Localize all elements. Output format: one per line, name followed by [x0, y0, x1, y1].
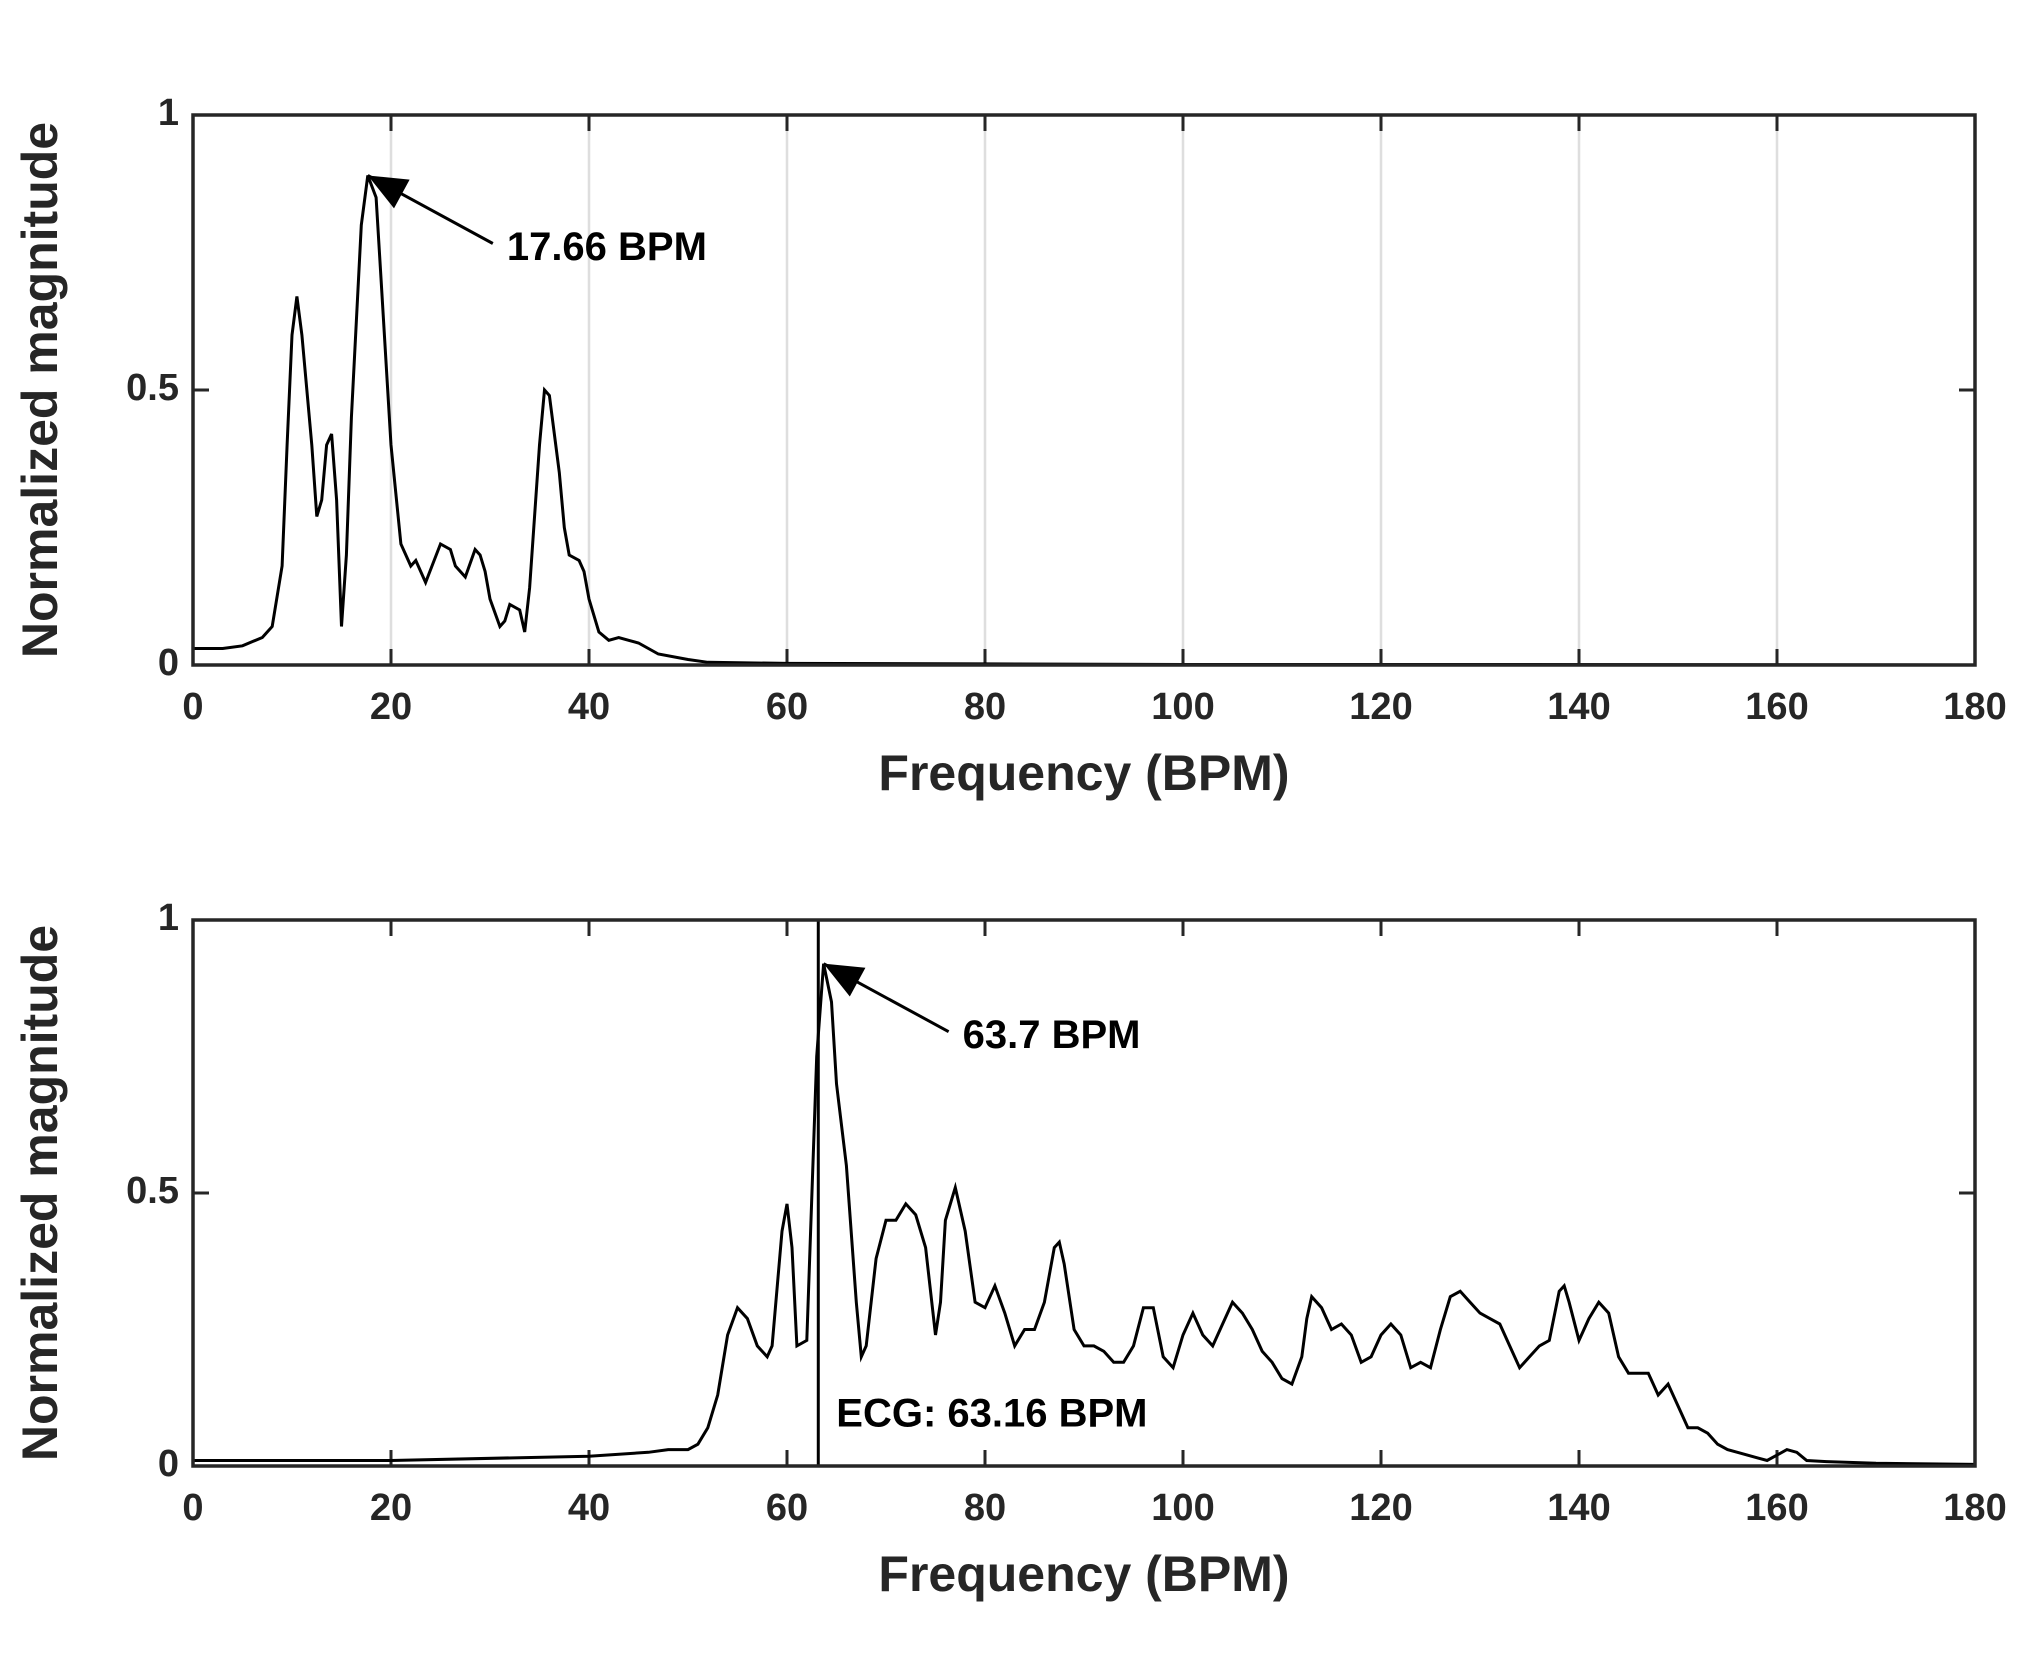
y-tick-label: 0.5: [126, 367, 179, 409]
y-axis-label: Normalized magnitude: [12, 925, 68, 1461]
x-tick-label: 180: [1943, 1487, 2006, 1529]
arrow-head: [823, 963, 866, 997]
y-tick-label: 1: [158, 897, 179, 939]
x-tick-label: 120: [1349, 686, 1412, 728]
axes: 0 20 40 60 80 100 120 140 160 180 0 0.5 1 17.66 BPM Fr…: [12, 92, 2007, 801]
spectrum-line: [193, 174, 1976, 667]
x-tick-label: 40: [568, 686, 610, 728]
x-axis-label: Frequency (BPM): [878, 745, 1289, 801]
x-tick-label: 80: [964, 1487, 1006, 1529]
x-tick-label: 140: [1547, 1487, 1610, 1529]
x-tick-label: 20: [370, 1487, 412, 1529]
x-tick-label: 80: [964, 686, 1006, 728]
arrow-head: [367, 175, 410, 209]
x-tick-label: 20: [370, 686, 412, 728]
reference-label: ECG: 63.16 BPM: [836, 1392, 1147, 1436]
x-tick-label: 160: [1745, 1487, 1808, 1529]
x-tick-label: 0: [182, 686, 203, 728]
x-tick-label: 160: [1745, 686, 1808, 728]
x-tick-label: 100: [1151, 686, 1214, 728]
x-tick-label: 40: [568, 1487, 610, 1529]
axes: 0 20 40 60 80 100 120 140 160 180 0 0.5 1 ECG: 63.16 …: [12, 897, 2007, 1602]
annotation-label: 17.66 BPM: [507, 225, 707, 269]
y-tick-label: 0: [158, 642, 179, 684]
x-tick-label: 60: [766, 686, 808, 728]
x-axis-label: Frequency (BPM): [878, 1546, 1289, 1602]
axes-frame: [191, 113, 1977, 667]
x-tick-label: 120: [1349, 1487, 1412, 1529]
y-tick-label: 0: [158, 1443, 179, 1485]
x-tick-label: 60: [766, 1487, 808, 1529]
annotation-label: 63.7 BPM: [963, 1013, 1141, 1057]
spectrum-line: [193, 963, 1976, 1466]
y-axis-label: Normalized magnitude: [12, 122, 68, 658]
x-tick-label: 180: [1943, 686, 2006, 728]
x-tick-label: 140: [1547, 686, 1610, 728]
y-tick-label: 1: [158, 92, 179, 134]
y-tick-label: 0.5: [126, 1170, 179, 1212]
x-tick-label: 0: [182, 1487, 203, 1529]
axes-frame: [191, 918, 1977, 1468]
x-tick-label: 100: [1151, 1487, 1214, 1529]
